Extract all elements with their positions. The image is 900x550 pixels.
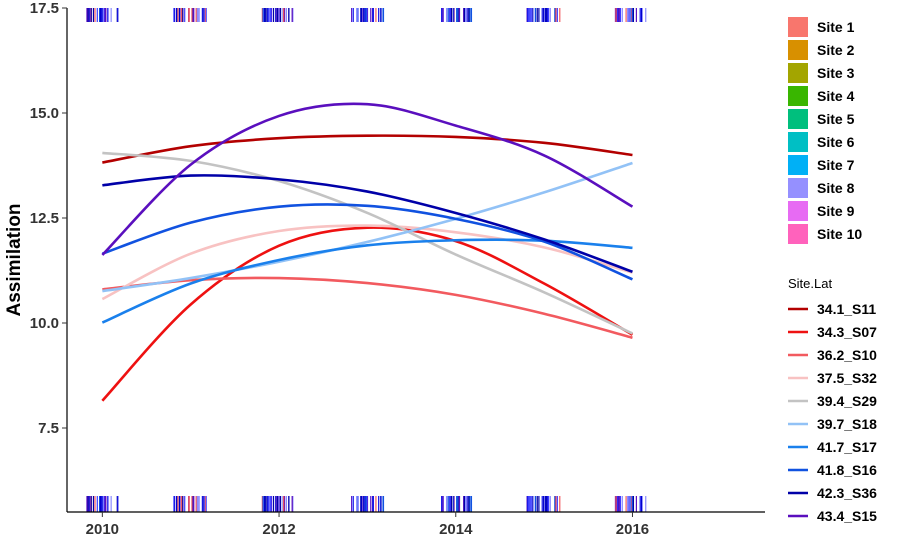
- y-tick-label: 17.5: [30, 0, 59, 17]
- site-legend: Site 1 Site 2 Site 3 Site 4 Site 5 Site 6 Site…: [788, 17, 862, 244]
- line-legend-title: Site.Lat: [788, 276, 832, 291]
- site-lat-legend-label: 42.3_S36: [817, 485, 877, 501]
- series-line-43.4_S15: [101, 102, 634, 256]
- y-tick-label: 15.0: [30, 105, 59, 122]
- series-line-37.5_S32: [101, 224, 633, 301]
- site-lat-legend-label: 34.1_S11: [817, 301, 876, 317]
- series-line-39.4_S29: [102, 151, 634, 335]
- site-legend-label: Site 10: [817, 226, 862, 242]
- series-line-34.3_S07: [101, 226, 634, 402]
- series-line-36.2_S10: [102, 276, 633, 339]
- series-line-39.7_S18: [102, 161, 633, 293]
- y-tick-label: 7.5: [38, 420, 59, 437]
- site-legend-swatch: [788, 132, 808, 152]
- site-legend-label: Site 5: [817, 111, 855, 127]
- site-lat-legend-label: 34.3_S07: [817, 324, 877, 340]
- x-tick-label: 2014: [439, 521, 473, 538]
- site-legend-label: Site 8: [817, 180, 855, 196]
- y-tick-label: 12.5: [30, 210, 59, 227]
- site-legend-swatch: [788, 224, 808, 244]
- series-line-41.8_S16: [101, 203, 633, 281]
- site-legend-swatch: [788, 63, 808, 83]
- series-lines: [101, 102, 634, 402]
- site-legend-label: Site 1: [817, 19, 855, 35]
- site-legend-swatch: [788, 155, 808, 175]
- axes: [66, 8, 765, 513]
- y-ticks: 7.5 10.0 12.5 15.0 17.5: [30, 0, 67, 437]
- site-legend-swatch: [788, 86, 808, 106]
- site-lat-legend-label: 43.4_S15: [817, 508, 877, 524]
- site-lat-legend-label: 36.2_S10: [817, 347, 877, 363]
- site-lat-legend-label: 39.4_S29: [817, 393, 877, 409]
- site-legend-swatch: [788, 109, 808, 129]
- rug-layer: [86, 8, 647, 512]
- x-tick-label: 2016: [616, 521, 649, 538]
- x-tick-label: 2010: [86, 521, 119, 538]
- site-legend-label: Site 3: [817, 65, 855, 81]
- site-legend-label: Site 7: [817, 157, 855, 173]
- site-legend-swatch: [788, 17, 808, 37]
- site-legend-swatch: [788, 40, 808, 60]
- site-legend-label: Site 2: [817, 42, 855, 58]
- site-legend-swatch: [788, 201, 808, 221]
- site-lat-legend-label: 37.5_S32: [817, 370, 877, 386]
- site-legend-label: Site 9: [817, 203, 855, 219]
- site-legend-swatch: [788, 178, 808, 198]
- y-tick-label: 10.0: [30, 315, 59, 332]
- series-line-34.1_S11: [102, 134, 633, 164]
- site-lat-legend-label: 41.7_S17: [817, 439, 877, 455]
- site-legend-label: Site 6: [817, 134, 855, 150]
- site-lat-legend-label: 41.8_S16: [817, 462, 877, 478]
- y-axis-title: Assimilation: [4, 204, 25, 317]
- x-tick-label: 2012: [262, 521, 295, 538]
- series-line-42.3_S36: [102, 174, 633, 273]
- site-lat-legend-label: 39.7_S18: [817, 416, 877, 432]
- x-ticks: 2010 2012 2014 2016: [86, 512, 649, 538]
- site-legend-label: Site 4: [817, 88, 855, 104]
- site-lat-legend: 34.1_S11 34.3_S07 36.2_S10 37.5_S32 39.4_S29…: [788, 301, 877, 524]
